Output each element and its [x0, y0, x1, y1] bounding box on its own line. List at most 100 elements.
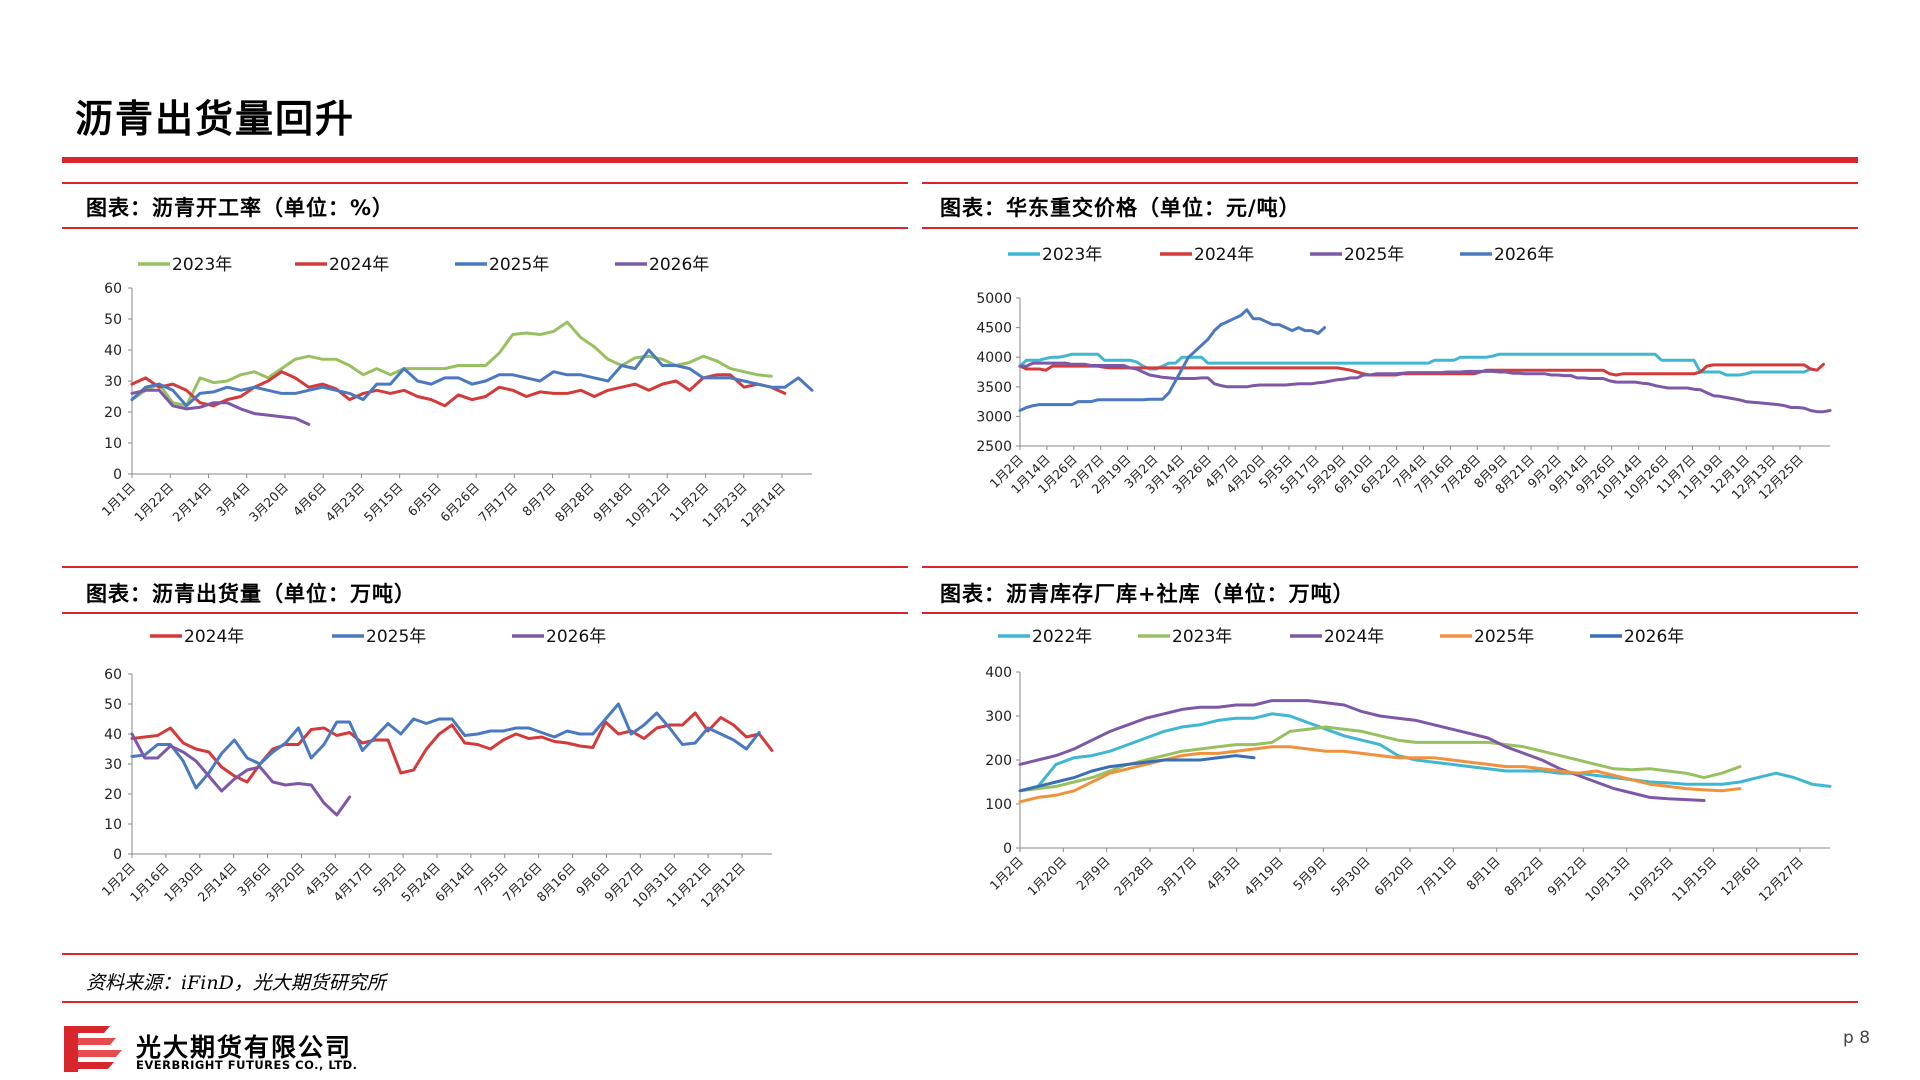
y-tick-label: 0: [113, 467, 122, 483]
legend-label: 2023年: [172, 255, 232, 275]
y-tick-label: 20: [104, 787, 122, 803]
rule-source-top: [62, 953, 1858, 955]
series-line-2: [130, 732, 352, 817]
y-tick-label: 30: [104, 374, 122, 390]
legend-label: 2022年: [1032, 627, 1092, 647]
y-tick-label: 50: [104, 697, 122, 713]
x-tick-label: 4月23日: [322, 480, 367, 525]
series-line-3: [1018, 745, 1742, 804]
x-tick-label: 7月11日: [1414, 854, 1459, 899]
x-tick-label: 2月14日: [169, 480, 214, 525]
chart-east-china-price: 2500300035004000450050001月2日1月14日1月26日2月…: [976, 245, 1832, 502]
legend-label: 2026年: [649, 255, 709, 275]
legend-label: 2024年: [329, 255, 389, 275]
rule-mid-left-a: [62, 227, 908, 229]
x-tick-label: 1月20日: [1024, 854, 1069, 899]
x-tick-label: 3月17日: [1154, 854, 1199, 899]
panel-title-4: 图表：沥青库存厂库+社库（单位：万吨）: [940, 582, 1355, 606]
y-tick-label: 20: [104, 405, 122, 421]
legend-label: 2025年: [366, 627, 426, 647]
x-tick-label: 8月22日: [1501, 854, 1546, 899]
page-title: 沥青出货量回升: [75, 96, 356, 141]
panel-title-1: 图表：沥青开工率（单位：%）: [86, 196, 395, 220]
legend-label: 2025年: [1474, 627, 1534, 647]
series-line-1: [130, 702, 761, 790]
y-tick-label: 40: [104, 343, 122, 359]
company-logo-icon: [64, 1026, 122, 1072]
rule-row2-left-bottom: [62, 612, 908, 614]
x-tick-label: 5月9日: [1290, 854, 1330, 894]
y-tick-label: 3000: [976, 409, 1012, 425]
x-tick-label: 5月30日: [1328, 854, 1373, 899]
x-tick-label: 4月19日: [1241, 854, 1286, 899]
x-tick-label: 10月25日: [1625, 854, 1676, 905]
series-line-2: [130, 348, 814, 408]
rule-source-bottom: [62, 1001, 1858, 1003]
y-tick-label: 30: [104, 757, 122, 773]
x-tick-label: 5月15日: [361, 480, 406, 525]
chart-shipment-volume: 01020304050601月2日1月16日1月30日2月14日3月6日3月20…: [99, 627, 774, 910]
legend-label: 2026年: [1624, 627, 1684, 647]
y-tick-label: 40: [104, 727, 122, 743]
y-tick-label: 10: [104, 817, 122, 833]
y-tick-label: 3500: [976, 380, 1012, 396]
y-tick-label: 4500: [976, 321, 1012, 337]
series-line-4: [1018, 754, 1256, 793]
series-line-0: [1018, 712, 1832, 793]
y-tick-label: 200: [985, 753, 1012, 769]
legend-label: 2024年: [1324, 627, 1384, 647]
page-number: p 8: [1843, 1028, 1871, 1048]
y-tick-label: 400: [985, 665, 1012, 681]
legend-label: 2024年: [184, 627, 244, 647]
x-tick-label: 6月20日: [1371, 854, 1416, 899]
y-tick-label: 60: [104, 667, 122, 683]
x-tick-label: 11月15日: [1669, 854, 1720, 905]
x-tick-label: 6月26日: [437, 480, 482, 525]
series-line-2: [1018, 361, 1832, 414]
y-tick-label: 4000: [976, 350, 1012, 366]
y-tick-label: 300: [985, 709, 1012, 725]
series-line-2: [1018, 699, 1706, 802]
y-tick-label: 2500: [976, 439, 1012, 455]
legend-label: 2025年: [489, 255, 549, 275]
series-line-3: [130, 388, 311, 426]
header-rule: [62, 157, 1858, 163]
panel-title-3: 图表：沥青出货量（单位：万吨）: [86, 582, 416, 606]
y-tick-label: 0: [1003, 841, 1012, 857]
rule-mid-right-a: [922, 227, 1858, 229]
x-tick-label: 2月9日: [1073, 854, 1113, 894]
rule-row2-right-top: [922, 566, 1858, 568]
rule-row2-left-top: [62, 566, 908, 568]
x-tick-label: 1月2日: [987, 854, 1027, 894]
x-tick-label: 8月28日: [552, 480, 597, 525]
series-line-0: [130, 711, 774, 784]
x-tick-label: 2月28日: [1111, 854, 1156, 899]
legend-label: 2023年: [1042, 245, 1102, 265]
y-tick-label: 10: [104, 436, 122, 452]
rule-top-right: [922, 182, 1858, 184]
company-name-cn: 光大期货有限公司: [136, 1033, 353, 1062]
y-tick-label: 60: [104, 281, 122, 297]
chart-operating-rate: 01020304050601月1日1月22日2月14日3月4日3月20日4月6日…: [99, 255, 814, 530]
x-tick-label: 8月1日: [1463, 854, 1503, 894]
source-note: 资料来源：iFinD，光大期货研究所: [86, 972, 386, 994]
x-tick-label: 4月3日: [1203, 854, 1243, 894]
x-tick-label: 12月27日: [1755, 854, 1806, 905]
x-tick-label: 3月20日: [246, 480, 291, 525]
y-tick-label: 50: [104, 312, 122, 328]
y-tick-label: 100: [985, 797, 1012, 813]
rule-row2-right-bottom: [922, 612, 1858, 614]
y-tick-label: 5000: [976, 291, 1012, 307]
legend-label: 2026年: [1494, 245, 1554, 265]
legend-label: 2026年: [546, 627, 606, 647]
y-tick-label: 0: [113, 847, 122, 863]
legend-label: 2025年: [1344, 245, 1404, 265]
series-line-0: [130, 320, 773, 408]
legend-label: 2023年: [1172, 627, 1232, 647]
x-tick-label: 1月22日: [131, 480, 176, 525]
series-line-3: [1018, 308, 1327, 412]
panel-title-2: 图表：华东重交价格（单位：元/吨）: [940, 196, 1301, 220]
rule-top-left: [62, 182, 908, 184]
company-name-en: EVERBRIGHT FUTURES CO., LTD.: [136, 1058, 358, 1072]
